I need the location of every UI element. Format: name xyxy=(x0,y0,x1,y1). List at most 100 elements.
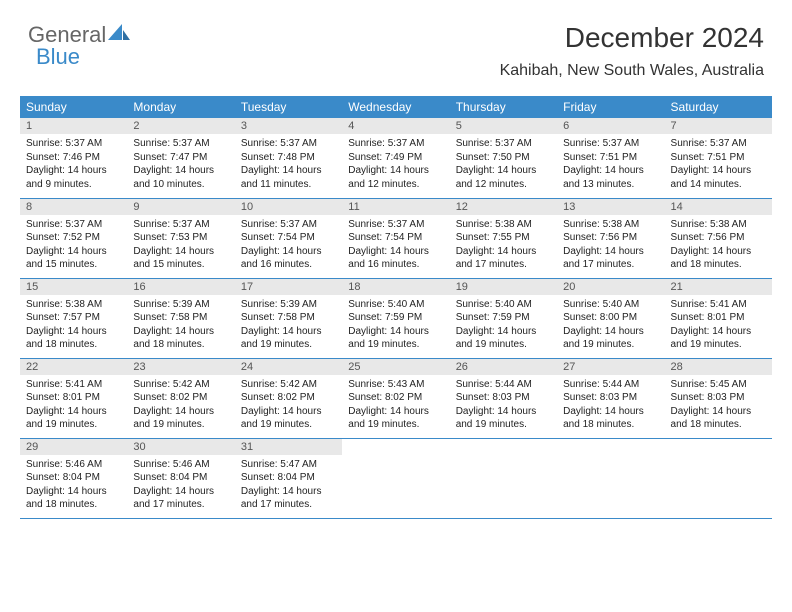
day-number: 5 xyxy=(450,118,557,134)
day-number: 2 xyxy=(127,118,234,134)
day-number: 17 xyxy=(235,279,342,295)
calendar-day-cell xyxy=(665,438,772,518)
weekday-header-row: Sunday Monday Tuesday Wednesday Thursday… xyxy=(20,96,772,118)
day-details: Sunrise: 5:37 AMSunset: 7:51 PMDaylight:… xyxy=(557,134,664,195)
calendar-day-cell: 9Sunrise: 5:37 AMSunset: 7:53 PMDaylight… xyxy=(127,198,234,278)
day-details: Sunrise: 5:41 AMSunset: 8:01 PMDaylight:… xyxy=(20,375,127,436)
calendar-day-cell: 29Sunrise: 5:46 AMSunset: 8:04 PMDayligh… xyxy=(20,438,127,518)
day-details: Sunrise: 5:47 AMSunset: 8:04 PMDaylight:… xyxy=(235,455,342,516)
day-number: 14 xyxy=(665,199,772,215)
day-details: Sunrise: 5:44 AMSunset: 8:03 PMDaylight:… xyxy=(450,375,557,436)
calendar-day-cell: 5Sunrise: 5:37 AMSunset: 7:50 PMDaylight… xyxy=(450,118,557,198)
day-number: 31 xyxy=(235,439,342,455)
weekday-header: Tuesday xyxy=(235,96,342,118)
calendar-table: Sunday Monday Tuesday Wednesday Thursday… xyxy=(20,96,772,519)
day-number: 1 xyxy=(20,118,127,134)
calendar-day-cell xyxy=(342,438,449,518)
page-title: December 2024 xyxy=(565,22,764,54)
day-details: Sunrise: 5:40 AMSunset: 8:00 PMDaylight:… xyxy=(557,295,664,356)
calendar-day-cell: 27Sunrise: 5:44 AMSunset: 8:03 PMDayligh… xyxy=(557,358,664,438)
calendar-day-cell: 25Sunrise: 5:43 AMSunset: 8:02 PMDayligh… xyxy=(342,358,449,438)
day-number: 19 xyxy=(450,279,557,295)
calendar-day-cell: 14Sunrise: 5:38 AMSunset: 7:56 PMDayligh… xyxy=(665,198,772,278)
calendar-day-cell: 30Sunrise: 5:46 AMSunset: 8:04 PMDayligh… xyxy=(127,438,234,518)
calendar-week-row: 29Sunrise: 5:46 AMSunset: 8:04 PMDayligh… xyxy=(20,438,772,518)
day-number: 13 xyxy=(557,199,664,215)
day-details: Sunrise: 5:43 AMSunset: 8:02 PMDaylight:… xyxy=(342,375,449,436)
weekday-header: Friday xyxy=(557,96,664,118)
day-details: Sunrise: 5:37 AMSunset: 7:53 PMDaylight:… xyxy=(127,215,234,276)
calendar-day-cell: 12Sunrise: 5:38 AMSunset: 7:55 PMDayligh… xyxy=(450,198,557,278)
day-number: 4 xyxy=(342,118,449,134)
location-text: Kahibah, New South Wales, Australia xyxy=(500,62,764,80)
calendar-day-cell: 24Sunrise: 5:42 AMSunset: 8:02 PMDayligh… xyxy=(235,358,342,438)
day-number: 27 xyxy=(557,359,664,375)
calendar-day-cell xyxy=(557,438,664,518)
day-details: Sunrise: 5:42 AMSunset: 8:02 PMDaylight:… xyxy=(235,375,342,436)
day-details: Sunrise: 5:38 AMSunset: 7:56 PMDaylight:… xyxy=(557,215,664,276)
calendar-week-row: 15Sunrise: 5:38 AMSunset: 7:57 PMDayligh… xyxy=(20,278,772,358)
calendar-day-cell: 23Sunrise: 5:42 AMSunset: 8:02 PMDayligh… xyxy=(127,358,234,438)
day-number: 28 xyxy=(665,359,772,375)
day-details: Sunrise: 5:37 AMSunset: 7:50 PMDaylight:… xyxy=(450,134,557,195)
day-details: Sunrise: 5:45 AMSunset: 8:03 PMDaylight:… xyxy=(665,375,772,436)
day-details: Sunrise: 5:37 AMSunset: 7:46 PMDaylight:… xyxy=(20,134,127,195)
day-number: 12 xyxy=(450,199,557,215)
calendar-day-cell: 1Sunrise: 5:37 AMSunset: 7:46 PMDaylight… xyxy=(20,118,127,198)
logo-text-2: Blue xyxy=(36,44,80,70)
day-number: 15 xyxy=(20,279,127,295)
calendar-day-cell: 16Sunrise: 5:39 AMSunset: 7:58 PMDayligh… xyxy=(127,278,234,358)
day-details: Sunrise: 5:40 AMSunset: 7:59 PMDaylight:… xyxy=(342,295,449,356)
day-details: Sunrise: 5:40 AMSunset: 7:59 PMDaylight:… xyxy=(450,295,557,356)
weekday-header: Wednesday xyxy=(342,96,449,118)
day-number: 6 xyxy=(557,118,664,134)
calendar-day-cell: 17Sunrise: 5:39 AMSunset: 7:58 PMDayligh… xyxy=(235,278,342,358)
day-details: Sunrise: 5:37 AMSunset: 7:48 PMDaylight:… xyxy=(235,134,342,195)
day-details: Sunrise: 5:37 AMSunset: 7:47 PMDaylight:… xyxy=(127,134,234,195)
day-number: 26 xyxy=(450,359,557,375)
day-number: 3 xyxy=(235,118,342,134)
day-number: 23 xyxy=(127,359,234,375)
day-number: 10 xyxy=(235,199,342,215)
day-details: Sunrise: 5:39 AMSunset: 7:58 PMDaylight:… xyxy=(235,295,342,356)
calendar-day-cell: 10Sunrise: 5:37 AMSunset: 7:54 PMDayligh… xyxy=(235,198,342,278)
day-details: Sunrise: 5:37 AMSunset: 7:52 PMDaylight:… xyxy=(20,215,127,276)
day-number: 11 xyxy=(342,199,449,215)
calendar-week-row: 22Sunrise: 5:41 AMSunset: 8:01 PMDayligh… xyxy=(20,358,772,438)
day-number: 16 xyxy=(127,279,234,295)
calendar-day-cell xyxy=(450,438,557,518)
day-number: 18 xyxy=(342,279,449,295)
day-details: Sunrise: 5:38 AMSunset: 7:56 PMDaylight:… xyxy=(665,215,772,276)
calendar-week-row: 8Sunrise: 5:37 AMSunset: 7:52 PMDaylight… xyxy=(20,198,772,278)
day-number: 22 xyxy=(20,359,127,375)
day-details: Sunrise: 5:37 AMSunset: 7:49 PMDaylight:… xyxy=(342,134,449,195)
day-number: 29 xyxy=(20,439,127,455)
day-number: 20 xyxy=(557,279,664,295)
day-details: Sunrise: 5:37 AMSunset: 7:54 PMDaylight:… xyxy=(235,215,342,276)
calendar-day-cell: 20Sunrise: 5:40 AMSunset: 8:00 PMDayligh… xyxy=(557,278,664,358)
weekday-header: Thursday xyxy=(450,96,557,118)
calendar-day-cell: 11Sunrise: 5:37 AMSunset: 7:54 PMDayligh… xyxy=(342,198,449,278)
day-number: 21 xyxy=(665,279,772,295)
calendar-day-cell: 21Sunrise: 5:41 AMSunset: 8:01 PMDayligh… xyxy=(665,278,772,358)
calendar-day-cell: 31Sunrise: 5:47 AMSunset: 8:04 PMDayligh… xyxy=(235,438,342,518)
calendar-day-cell: 18Sunrise: 5:40 AMSunset: 7:59 PMDayligh… xyxy=(342,278,449,358)
calendar-day-cell: 3Sunrise: 5:37 AMSunset: 7:48 PMDaylight… xyxy=(235,118,342,198)
calendar-day-cell: 4Sunrise: 5:37 AMSunset: 7:49 PMDaylight… xyxy=(342,118,449,198)
calendar-day-cell: 19Sunrise: 5:40 AMSunset: 7:59 PMDayligh… xyxy=(450,278,557,358)
calendar-day-cell: 2Sunrise: 5:37 AMSunset: 7:47 PMDaylight… xyxy=(127,118,234,198)
day-details: Sunrise: 5:38 AMSunset: 7:57 PMDaylight:… xyxy=(20,295,127,356)
calendar-day-cell: 7Sunrise: 5:37 AMSunset: 7:51 PMDaylight… xyxy=(665,118,772,198)
day-details: Sunrise: 5:39 AMSunset: 7:58 PMDaylight:… xyxy=(127,295,234,356)
weekday-header: Saturday xyxy=(665,96,772,118)
day-details: Sunrise: 5:38 AMSunset: 7:55 PMDaylight:… xyxy=(450,215,557,276)
day-details: Sunrise: 5:46 AMSunset: 8:04 PMDaylight:… xyxy=(20,455,127,516)
calendar-day-cell: 28Sunrise: 5:45 AMSunset: 8:03 PMDayligh… xyxy=(665,358,772,438)
calendar-day-cell: 15Sunrise: 5:38 AMSunset: 7:57 PMDayligh… xyxy=(20,278,127,358)
day-details: Sunrise: 5:44 AMSunset: 8:03 PMDaylight:… xyxy=(557,375,664,436)
calendar-day-cell: 26Sunrise: 5:44 AMSunset: 8:03 PMDayligh… xyxy=(450,358,557,438)
day-number: 30 xyxy=(127,439,234,455)
day-details: Sunrise: 5:42 AMSunset: 8:02 PMDaylight:… xyxy=(127,375,234,436)
day-number: 8 xyxy=(20,199,127,215)
day-details: Sunrise: 5:41 AMSunset: 8:01 PMDaylight:… xyxy=(665,295,772,356)
